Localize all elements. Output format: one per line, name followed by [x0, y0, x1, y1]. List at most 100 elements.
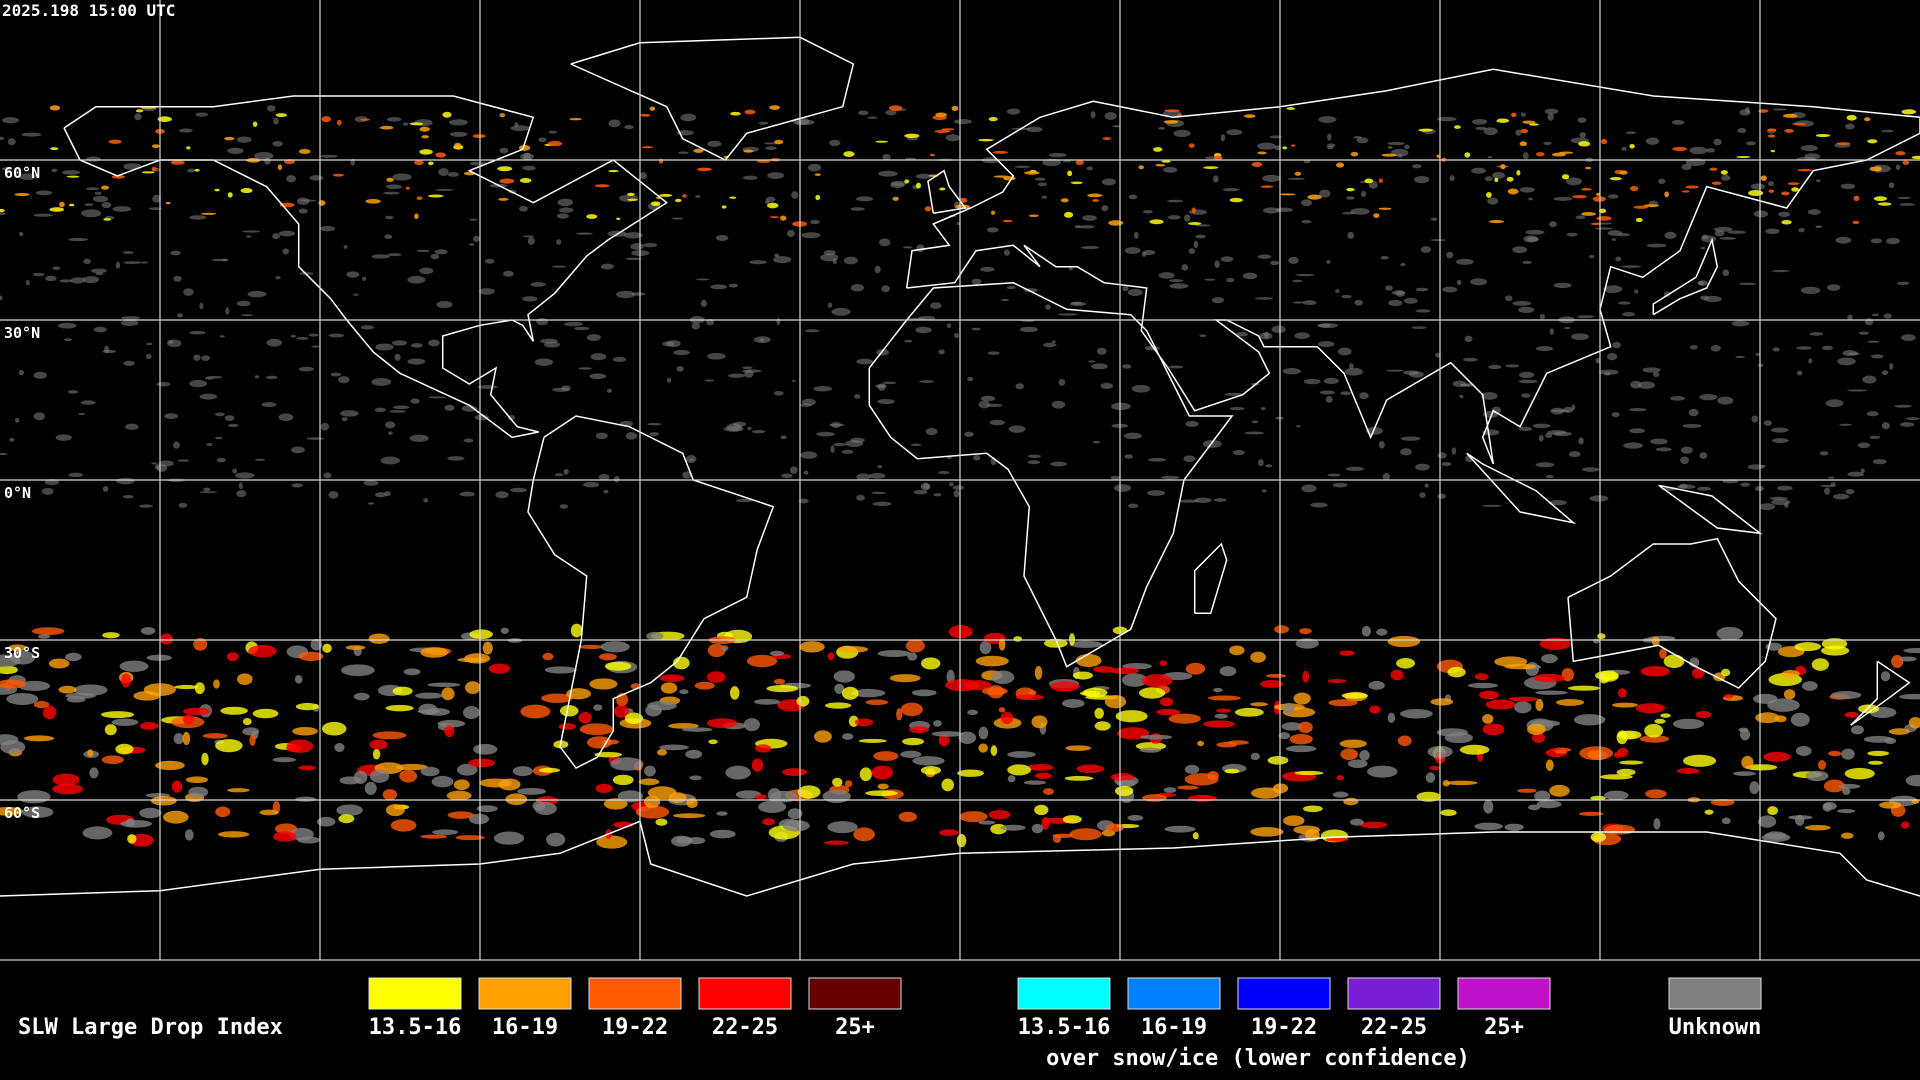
cloud-speck: [199, 491, 218, 494]
cloud-speck: [1199, 334, 1207, 338]
cloud-speck: [1388, 299, 1403, 307]
drop-patch: [1836, 809, 1856, 814]
cloud-speck: [856, 494, 865, 501]
cloud-speck: [1296, 425, 1301, 428]
drop-patch: [298, 651, 324, 662]
drop-patch: [442, 111, 452, 118]
drop-patch: [1387, 712, 1396, 723]
cloud-speck: [1400, 262, 1406, 267]
drop-patch: [259, 809, 279, 816]
cloud-speck: [913, 489, 928, 495]
cloud-speck: [1700, 247, 1706, 250]
drop-patch: [194, 682, 205, 695]
cloud-speck: [1566, 232, 1578, 237]
cloud-speck: [1487, 155, 1493, 159]
drop-patch: [679, 689, 689, 695]
drop-patch: [685, 749, 703, 759]
cloud-speck: [1122, 285, 1129, 292]
cloud-speck: [522, 296, 538, 302]
drop-patch: [1390, 669, 1404, 681]
drop-patch: [414, 160, 424, 166]
drop-patch: [1208, 695, 1241, 701]
drop-patch: [956, 833, 967, 848]
drop-patch: [1191, 207, 1196, 214]
drop-patch: [1141, 674, 1173, 688]
drop-patch: [1763, 751, 1791, 762]
drop-patch: [1161, 160, 1171, 163]
drop-patch: [827, 821, 858, 834]
drop-patch: [600, 641, 630, 653]
cloud-speck: [272, 233, 280, 240]
cloud-speck: [1697, 280, 1704, 286]
drop-patch: [1023, 780, 1047, 785]
cloud-speck: [1840, 183, 1856, 190]
drop-patch: [1192, 832, 1199, 840]
cloud-speck: [576, 232, 593, 235]
cloud-speck: [1521, 393, 1531, 398]
cloud-speck: [1889, 362, 1894, 370]
cloud-speck: [52, 266, 61, 270]
legend-swatch: [698, 977, 792, 1010]
drop-patch: [766, 202, 779, 209]
drop-patch: [558, 723, 577, 730]
cloud-speck: [374, 407, 386, 413]
drop-patch: [1197, 740, 1205, 747]
cloud-speck: [1819, 451, 1829, 456]
cloud-speck: [1254, 297, 1274, 300]
cloud-speck: [1003, 249, 1010, 256]
drop-patch: [69, 203, 75, 207]
drop-patch: [1341, 692, 1368, 699]
cloud-speck: [1235, 332, 1249, 337]
cloud-speck: [830, 445, 835, 453]
cloud-speck: [1697, 486, 1711, 491]
drop-patch: [920, 765, 942, 775]
drop-patch: [1213, 687, 1223, 693]
cloud-speck: [1769, 496, 1788, 501]
drop-patch: [815, 194, 821, 201]
drop-patch: [1213, 155, 1223, 161]
drop-patch: [1361, 625, 1371, 637]
drop-patch: [101, 185, 110, 190]
coastline: [0, 820, 1920, 897]
drop-patch: [945, 679, 979, 692]
cloud-speck: [904, 339, 913, 343]
drop-patch: [766, 685, 799, 693]
cloud-speck: [1, 167, 13, 171]
cloud-speck: [173, 275, 182, 282]
drop-patch: [1630, 185, 1639, 192]
drop-patch: [336, 804, 363, 816]
drop-patch: [104, 724, 117, 736]
cloud-speck: [275, 276, 281, 280]
cloud-speck: [742, 175, 758, 180]
cloud-speck: [1900, 422, 1915, 427]
cloud-speck: [1015, 383, 1025, 390]
drop-patch: [1430, 698, 1454, 706]
drop-patch: [978, 138, 994, 142]
cloud-speck: [122, 494, 134, 499]
drop-patch: [1844, 767, 1875, 780]
drop-patch: [1748, 190, 1764, 197]
cloud-speck: [704, 379, 715, 382]
cloud-speck: [1759, 503, 1776, 511]
cloud-speck: [612, 356, 627, 362]
drop-patch: [1635, 217, 1643, 223]
cloud-speck: [1825, 399, 1844, 408]
drop-patch: [421, 135, 430, 139]
drop-patch: [1519, 141, 1528, 147]
cloud-speck: [728, 283, 739, 288]
drop-patch: [1203, 166, 1219, 170]
drop-patch: [1858, 704, 1880, 714]
cloud-speck: [1437, 493, 1447, 499]
drop-patch: [681, 727, 713, 732]
cloud-speck: [989, 419, 1005, 426]
cloud-speck: [296, 336, 309, 340]
drop-patch: [1755, 712, 1780, 724]
drop-patch: [907, 652, 918, 661]
cloud-speck: [682, 471, 692, 479]
drop-patch: [321, 721, 347, 736]
cloud-speck: [84, 203, 94, 207]
drop-patch: [682, 194, 687, 198]
cloud-speck: [1113, 484, 1132, 492]
cloud-speck: [953, 119, 972, 125]
cloud-speck: [798, 498, 809, 504]
